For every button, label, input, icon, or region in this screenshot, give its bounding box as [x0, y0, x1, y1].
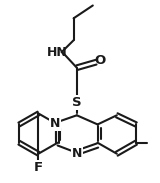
- Text: HN: HN: [47, 46, 68, 59]
- Text: N: N: [50, 117, 60, 130]
- Text: F: F: [34, 161, 43, 174]
- Text: S: S: [72, 96, 82, 109]
- Text: O: O: [94, 54, 106, 67]
- Text: N: N: [72, 147, 82, 160]
